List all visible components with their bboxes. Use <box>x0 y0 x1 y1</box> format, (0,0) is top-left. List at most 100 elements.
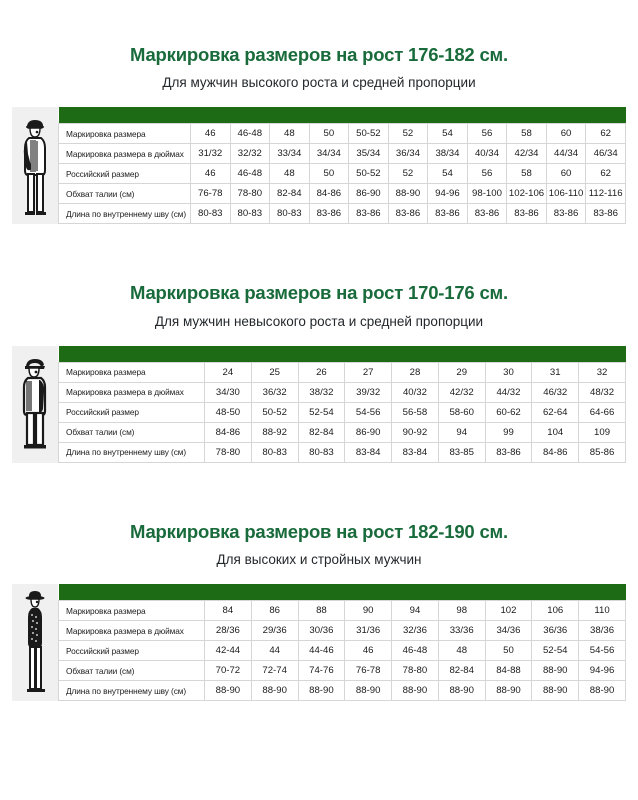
size-table-body-3: Маркировка размера 84 86 88 90 94 98 102 106 110 М… <box>58 584 626 702</box>
table-cell: 34/34 <box>308 143 350 165</box>
table-cell: 40/32 <box>391 381 439 403</box>
table-row: Маркировка размера 24 25 26 27 28 29 30 31 32 <box>58 361 626 383</box>
table-cell: 83-84 <box>344 441 393 463</box>
row-label: Обхват талии (см) <box>58 183 191 205</box>
table-cell: 84-86 <box>531 441 580 463</box>
table-cell: 36/36 <box>531 620 580 642</box>
table-cell: 86-90 <box>348 183 389 205</box>
table-cell: 28 <box>391 361 439 383</box>
table-row: Маркировка размера 46 46-48 48 50 50-52 52 54 56… <box>58 123 626 145</box>
table-cell: 62 <box>585 163 626 185</box>
row-label: Маркировка размера в дюймах <box>58 143 191 165</box>
size-table-3: Маркировка размера 84 86 88 90 94 98 102 106 110 М… <box>58 584 626 702</box>
table-cell: 31/36 <box>344 620 393 642</box>
table-header-bar-cell <box>58 345 626 363</box>
row-label: Российский размер <box>58 640 205 662</box>
table-cell: 40/34 <box>466 143 508 165</box>
row-label: Российский размер <box>58 163 191 185</box>
table-cell: 83-86 <box>484 441 533 463</box>
row-label: Маркировка размера <box>58 123 191 145</box>
table-cell: 84-86 <box>308 183 350 205</box>
table-cell: 80-83 <box>269 203 310 225</box>
table-cell: 30 <box>484 361 533 383</box>
table-cell: 62 <box>585 123 626 145</box>
table-cell: 83-86 <box>466 203 508 225</box>
table-cell: 86-90 <box>344 421 393 443</box>
page-subtitle: Для высоких и стройных мужчин <box>216 551 422 567</box>
table-cell: 83-86 <box>506 203 547 225</box>
table-cell: 88-90 <box>437 680 486 702</box>
table-cell: 80-83 <box>229 203 271 225</box>
page-title: Маркировка размеров на рост 176-182 см. <box>130 44 508 65</box>
page-subtitle: Для мужчин высокого роста и средней проп… <box>162 75 476 91</box>
table-cell: 54-56 <box>344 401 393 423</box>
table-cell: 83-86 <box>545 203 587 225</box>
table-header-bar-cell <box>58 584 626 601</box>
table-cell: 76-78 <box>190 183 231 205</box>
table-cell: 88-90 <box>387 183 429 205</box>
table-cell: 48/32 <box>578 381 626 403</box>
table-cell: 50-52 <box>250 401 299 423</box>
table-cell: 110 <box>578 600 626 622</box>
table-cell: 94 <box>391 600 439 622</box>
size-section-176-182: Маркировка размеров на рост 176-182 см. … <box>0 0 638 225</box>
table-cell: 32 <box>578 361 626 383</box>
size-section-170-176: Маркировка размеров на рост 170-176 см. … <box>0 224 638 463</box>
table-cell: 78-80 <box>391 660 439 682</box>
row-label: Маркировка размера в дюймах <box>58 381 205 403</box>
table-cell: 29 <box>437 361 486 383</box>
size-table-2: Маркировка размера 24 25 26 27 28 29 30 31 32 Марк… <box>58 345 626 463</box>
row-label: Маркировка размера <box>58 600 205 622</box>
size-table-wrap-3: Маркировка размера 84 86 88 90 94 98 102 106 110 М… <box>58 584 626 702</box>
table-cell: 88-90 <box>531 680 580 702</box>
table-cell: 72-74 <box>250 660 299 682</box>
table-cell: 56 <box>466 163 508 185</box>
table-cell: 88-92 <box>250 421 299 443</box>
row-label: Длина по внутреннему шву (см) <box>58 441 205 463</box>
table-cell: 48 <box>269 123 310 145</box>
table-cell: 83-84 <box>391 441 439 463</box>
table-cell: 88-90 <box>250 680 299 702</box>
table-cell: 44/32 <box>484 381 533 403</box>
table-cell: 25 <box>250 361 299 383</box>
page-title: Маркировка размеров на рост 182-190 см. <box>130 520 508 542</box>
table-cell: 80-83 <box>250 441 299 463</box>
table-cell: 109 <box>578 421 626 443</box>
table-cell: 54-56 <box>578 640 626 662</box>
table-cell: 88-90 <box>578 680 626 702</box>
table-cell: 88-90 <box>344 680 393 702</box>
table-cell: 84 <box>204 600 252 622</box>
table-cell: 88-90 <box>484 680 533 702</box>
table-cell: 94-96 <box>578 660 626 682</box>
table-cell: 48-50 <box>204 401 252 423</box>
row-label: Маркировка размера в дюймах <box>58 620 205 642</box>
page-subtitle: Для мужчин невысокого роста и средней пр… <box>154 313 484 329</box>
table-cell: 33/34 <box>269 143 310 165</box>
table-cell: 46 <box>190 123 231 145</box>
table-cell: 56-58 <box>391 401 439 423</box>
table-cell: 60-62 <box>484 401 533 423</box>
table-cell: 88 <box>297 600 346 622</box>
table-cell: 88-90 <box>531 660 580 682</box>
table-row: Длина по внутреннему шву (см) 78-80 80-83 8… <box>58 441 626 463</box>
table-cell: 64-66 <box>578 401 626 423</box>
table-cell: 39/32 <box>344 381 393 403</box>
table-row: Длина по внутреннему шву (см) 80-83 80-83 8… <box>58 203 626 225</box>
table-cell: 42-44 <box>204 640 252 662</box>
table-cell: 74-76 <box>297 660 346 682</box>
table-cell: 104 <box>531 421 580 443</box>
table-cell: 38/36 <box>578 620 626 642</box>
size-table-body-2: Маркировка размера 24 25 26 27 28 29 30 31 32 Марк… <box>58 345 626 463</box>
table-cell: 32/36 <box>391 620 439 642</box>
table-cell: 98 <box>437 600 486 622</box>
row-label: Российский размер <box>58 401 205 423</box>
man-tall-slim-icon <box>12 584 58 702</box>
table-cell: 58-60 <box>437 401 486 423</box>
table-cell: 56 <box>466 123 508 145</box>
row-label: Маркировка размера <box>58 361 205 383</box>
table-cell: 83-86 <box>585 203 626 225</box>
table-cell: 85-86 <box>578 441 626 463</box>
table-row: Маркировка размера в дюймах 34/30 36/32 38/… <box>58 381 626 403</box>
table-cell: 27 <box>344 361 393 383</box>
